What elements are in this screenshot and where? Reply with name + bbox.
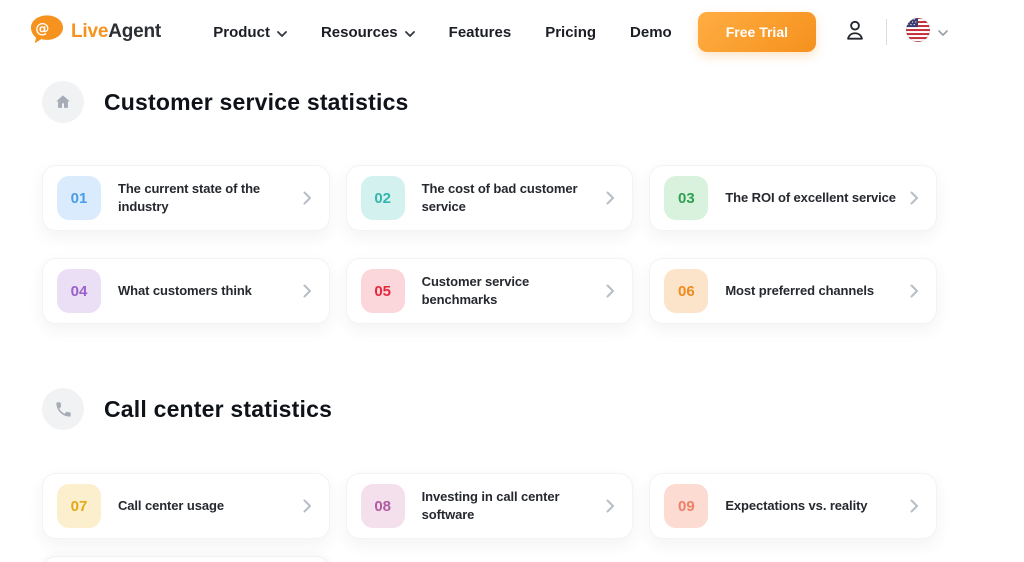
chevron-right-icon [910, 499, 918, 513]
chevron-right-icon [606, 191, 615, 205]
card-most-preferred-channels[interactable]: 06 Most preferred channels [649, 258, 937, 324]
main-nav: Product Resources Features Pricing Demo [213, 24, 671, 41]
card-title: The cost of bad customer service [421, 181, 578, 214]
card-title: The ROI of excellent service [725, 190, 896, 206]
chevron-right-icon [303, 499, 311, 513]
card-number-badge: 06 [664, 269, 709, 313]
cards-grid: 01 The current state of the industry 02 … [42, 165, 937, 324]
language-selector[interactable] [905, 17, 948, 48]
card-expectations-vs-reality[interactable]: 09 Expectations vs. reality [649, 473, 937, 539]
svg-text:@: @ [35, 21, 49, 37]
nav-item-demo[interactable]: Demo [630, 23, 672, 41]
card-what-customers-think[interactable]: 04 What customers think [42, 258, 330, 324]
chevron-down-icon [277, 24, 287, 41]
liveagent-logo[interactable]: @ LiveAgent [30, 14, 161, 50]
section-header: Call center statistics [42, 388, 1024, 430]
section-title: Customer service statistics [104, 88, 409, 115]
nav-item-product[interactable]: Product [213, 24, 287, 41]
account-login-button[interactable] [842, 17, 868, 48]
card-cost-of-bad-service[interactable]: 02 The cost of bad customer service [345, 165, 634, 231]
card-current-state-of-industry[interactable]: 01 The current state of the industry [42, 165, 330, 231]
phone-icon [42, 388, 84, 430]
card-title: What customers think [118, 283, 252, 299]
card-title: Customer service benchmarks [421, 274, 530, 307]
chevron-down-icon [938, 23, 948, 41]
person-icon [842, 17, 868, 48]
home-icon [42, 81, 84, 123]
card-number-badge: 09 [664, 484, 709, 528]
chevron-right-icon [606, 284, 615, 298]
section-header: Customer service statistics [42, 81, 1024, 123]
chevron-right-icon [606, 499, 615, 513]
card-number-badge: 02 [360, 176, 405, 220]
chevron-down-icon [404, 24, 415, 41]
card-title: Call center usage [118, 498, 224, 514]
logo-wordmark: LiveAgent [71, 21, 162, 42]
partial-next-card [42, 556, 330, 562]
section-call-center-statistics: Call center statistics 07 Call center us… [42, 388, 1024, 539]
section-title: Call center statistics [104, 395, 333, 422]
nav-item-features[interactable]: Features [448, 23, 512, 41]
nav-item-pricing[interactable]: Pricing [545, 23, 597, 41]
chevron-right-icon [303, 284, 311, 298]
chevron-right-icon [910, 284, 918, 298]
nav-item-resources[interactable]: Resources [321, 24, 415, 41]
card-number-badge: 07 [57, 484, 101, 528]
free-trial-button[interactable]: Free Trial [697, 12, 816, 52]
chevron-right-icon [910, 191, 918, 205]
card-title: The current state of the industry [118, 181, 261, 214]
us-flag-icon [905, 17, 931, 48]
card-service-benchmarks[interactable]: 05 Customer service benchmarks [345, 258, 634, 324]
section-customer-service-statistics: Customer service statistics 01 The curre… [42, 81, 1024, 324]
card-number-badge: 03 [664, 176, 709, 220]
top-navigation-bar: @ LiveAgent Product Resources Features P… [0, 0, 1024, 64]
card-number-badge: 05 [360, 269, 405, 313]
speech-bubble-at-icon: @ [30, 14, 64, 50]
header-divider [886, 19, 887, 45]
card-title: Investing in call center software [421, 489, 560, 522]
card-investing-in-call-center-software[interactable]: 08 Investing in call center software [345, 473, 634, 539]
card-call-center-usage[interactable]: 07 Call center usage [42, 473, 330, 539]
card-roi-of-excellent-service[interactable]: 03 The ROI of excellent service [649, 165, 937, 231]
page-content: Customer service statistics 01 The curre… [0, 64, 1024, 539]
card-number-badge: 01 [57, 176, 101, 220]
card-title: Expectations vs. reality [725, 498, 868, 514]
card-title: Most preferred channels [725, 283, 875, 299]
card-number-badge: 08 [360, 484, 405, 528]
cards-grid: 07 Call center usage 08 Investing in cal… [42, 473, 937, 539]
card-number-badge: 04 [57, 269, 101, 313]
chevron-right-icon [303, 191, 311, 205]
